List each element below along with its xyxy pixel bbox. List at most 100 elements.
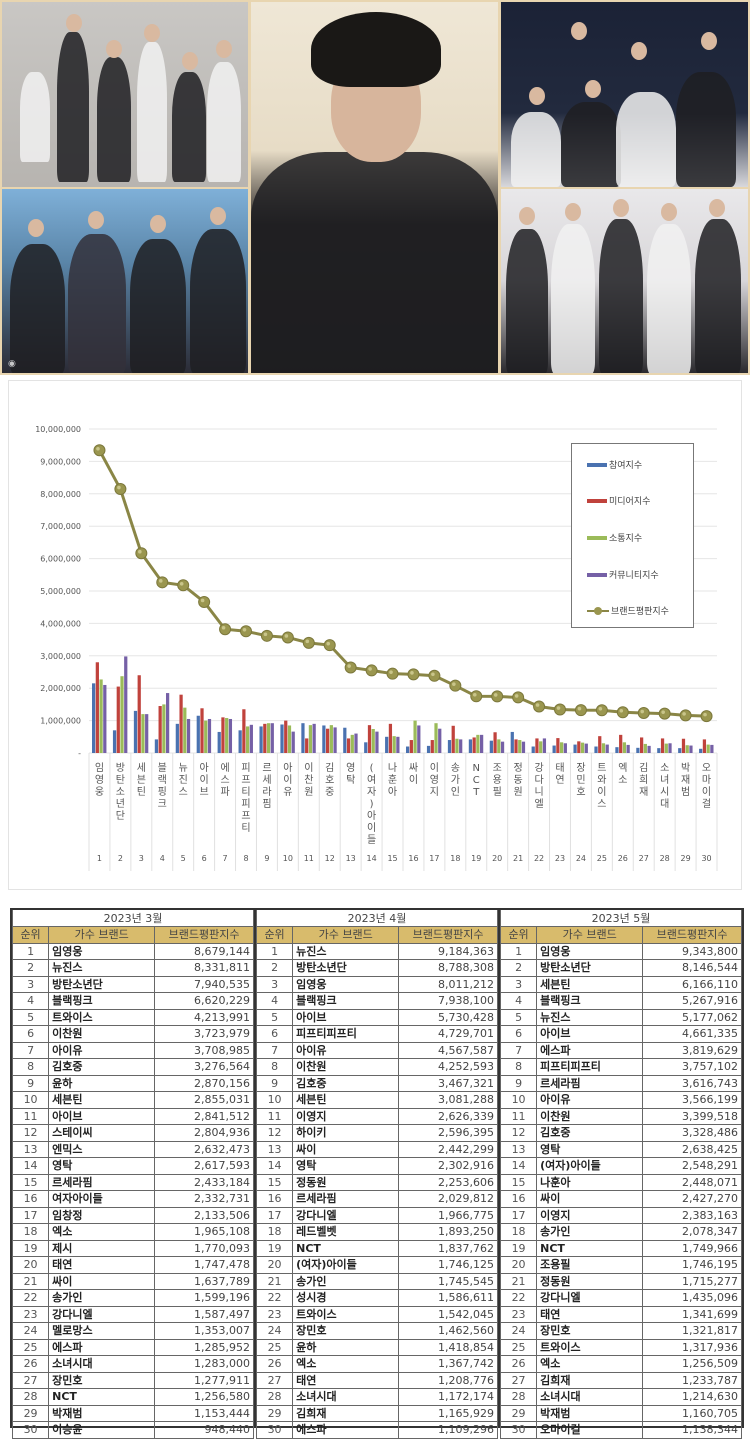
score-cell: 2,548,291 [642, 1157, 742, 1175]
score-cell: 3,328,486 [642, 1124, 742, 1142]
brand-name-cell: 트와이스 [48, 1008, 156, 1026]
bar-0 [217, 731, 221, 753]
table-row: 13 엔믹스 2,632,473 [11, 1140, 254, 1158]
bar-1 [619, 734, 623, 753]
bar-0 [175, 723, 179, 753]
bar-3 [584, 743, 588, 753]
svg-text:재: 재 [681, 774, 690, 786]
score-cell: 4,252,593 [398, 1058, 498, 1076]
bar-2 [413, 720, 417, 753]
score-cell: 3,467,321 [398, 1074, 498, 1092]
bar-1 [702, 739, 707, 753]
svg-text:틴: 틴 [137, 786, 146, 798]
score-cell: 1,153,444 [154, 1404, 254, 1422]
brand-name-cell: 이영지 [292, 1107, 400, 1125]
bar-1 [158, 706, 162, 753]
brand-name-cell: 임영웅 [48, 942, 156, 960]
legend-item-brand-reputation: 브랜드평판지수 [587, 604, 669, 617]
bar-3 [459, 739, 463, 753]
legend-item-community: 커뮤니티지수 [587, 568, 659, 581]
svg-text:다: 다 [534, 774, 543, 786]
table-row: 4 블랙핑크 7,938,100 [255, 992, 498, 1010]
svg-text:20: 20 [492, 854, 502, 863]
svg-text:찬: 찬 [304, 774, 313, 786]
table-row: 17 강다니엘 1,966,775 [255, 1206, 498, 1224]
bar-2 [476, 734, 480, 753]
table-row: 24 장민호 1,462,560 [255, 1322, 498, 1340]
table-row: 17 임창정 2,133,506 [11, 1206, 254, 1224]
bar-0 [531, 746, 535, 753]
brand-name-cell: 르세라핌 [536, 1074, 644, 1092]
svg-text:17: 17 [429, 854, 439, 863]
bar-2 [225, 718, 229, 753]
svg-text:4: 4 [160, 854, 165, 863]
bar-2 [539, 741, 543, 753]
table-row: 20 태연 1,747,478 [11, 1256, 254, 1274]
score-cell: 2,804,936 [154, 1124, 254, 1142]
bar-1 [242, 709, 246, 753]
svg-text:호: 호 [325, 774, 334, 786]
table-row: 8 피프티피프티 3,757,102 [499, 1058, 742, 1076]
rank-cell: 5 [11, 1008, 50, 1026]
score-cell: 1,770,093 [154, 1239, 254, 1257]
svg-text:지: 지 [430, 786, 439, 798]
brand-name-cell: 정동원 [536, 1272, 644, 1290]
table-row: 12 스테이씨 2,804,936 [11, 1124, 254, 1142]
y-tick-label: 6,000,000 [40, 555, 81, 564]
rank-cell: 29 [255, 1404, 294, 1422]
score-cell: 2,253,606 [398, 1173, 498, 1191]
table-row: 10 세븐틴 3,081,288 [255, 1091, 498, 1109]
svg-text:13: 13 [346, 854, 356, 863]
score-cell: 6,166,110 [642, 975, 742, 993]
svg-text:세: 세 [137, 762, 146, 774]
bar-3 [668, 743, 672, 753]
brand-name-cell: 엔믹스 [48, 1140, 156, 1158]
bar-0 [385, 736, 389, 753]
svg-text:이: 이 [283, 774, 292, 786]
brand-name-cell: 아이유 [292, 1041, 400, 1059]
bar-3 [438, 728, 442, 753]
chart-legend: 참여지수 미디어지수 소통지수 커뮤니티지수 브랜드평판지수 [571, 443, 694, 628]
score-cell: 2,442,299 [398, 1140, 498, 1158]
svg-text:스: 스 [179, 786, 188, 798]
score-cell: 6,620,229 [154, 992, 254, 1010]
table-month-title: 2023년 3월 [12, 910, 254, 927]
column-header: 브랜드평판지수 [398, 926, 498, 944]
bar-2 [392, 736, 396, 753]
brand-name-cell: 블랙핑크 [536, 992, 644, 1010]
brand-name-cell: 블랙핑크 [292, 992, 400, 1010]
table-row: 12 김호중 3,328,486 [499, 1124, 742, 1142]
svg-text:자: 자 [367, 786, 376, 798]
bar-3 [689, 745, 693, 753]
bar-3 [626, 744, 630, 753]
svg-text:대: 대 [660, 798, 669, 810]
table-row: 3 임영웅 8,011,212 [255, 975, 498, 993]
bar-0 [112, 730, 117, 753]
table-row: 25 에스파 1,285,952 [11, 1338, 254, 1356]
svg-text:6: 6 [202, 854, 207, 863]
brand-name-cell: 김호중 [536, 1124, 644, 1142]
bar-3 [521, 741, 526, 753]
svg-text:영: 영 [430, 774, 439, 786]
table-row: 18 엑소 1,965,108 [11, 1223, 254, 1241]
table-row: 6 아이브 4,661,335 [499, 1025, 742, 1043]
rank-cell: 6 [255, 1025, 294, 1043]
legend-swatch-red [587, 498, 607, 503]
table-row: 25 윤하 1,418,854 [255, 1338, 498, 1356]
bar-3 [103, 684, 107, 753]
bar-2 [371, 729, 375, 753]
brand-name-cell: 김호중 [292, 1074, 400, 1092]
svg-text:라: 라 [262, 786, 271, 798]
brand-name-cell: 임창정 [48, 1206, 156, 1224]
bar-0 [636, 747, 640, 753]
score-cell: 1,586,611 [398, 1289, 498, 1307]
svg-text:뉴: 뉴 [179, 762, 188, 774]
rank-cell: 19 [11, 1239, 50, 1257]
svg-text:와: 와 [597, 774, 606, 786]
bar-3 [249, 724, 253, 753]
brand-name-cell: 조용필 [536, 1256, 644, 1274]
rank-cell: 13 [11, 1140, 50, 1158]
table-row: 23 트와이스 1,542,045 [255, 1305, 498, 1323]
score-cell: 1,214,630 [642, 1388, 742, 1406]
rank-cell: 5 [255, 1008, 294, 1026]
